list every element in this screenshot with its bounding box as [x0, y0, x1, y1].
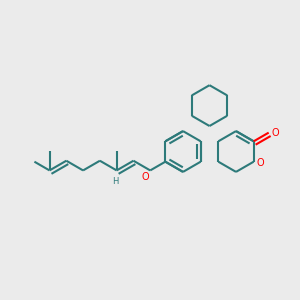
- Text: O: O: [271, 128, 279, 138]
- Text: O: O: [256, 158, 264, 168]
- Text: H: H: [112, 177, 119, 186]
- Text: O: O: [141, 172, 149, 182]
